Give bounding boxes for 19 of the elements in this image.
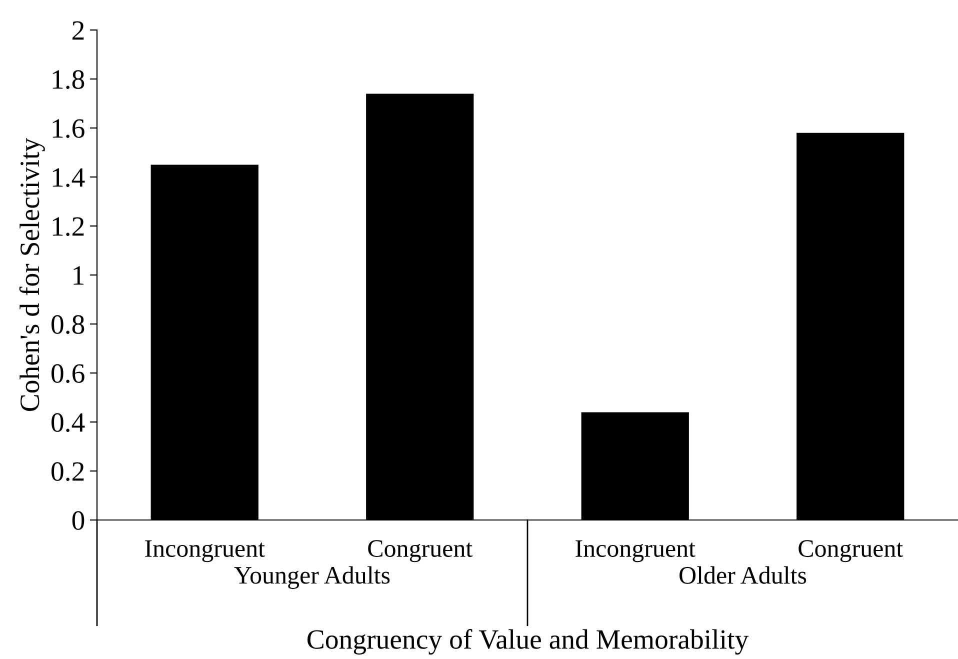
- text: Younger Adults: [234, 566, 390, 589]
- y-tick-label: 0.6: [52, 364, 84, 384]
- x-tick-label: Incongruent: [576, 540, 696, 562]
- y-tick-label: 0.2: [52, 462, 84, 482]
- y-axis-title: Cohen's d for Selectivity: [19, 138, 45, 411]
- y-tick-label: 0.4: [52, 413, 85, 432]
- y-tick-label: 1.6: [52, 119, 84, 138]
- x-axis-title: Congruency of Value and Memorability: [307, 629, 749, 655]
- x-tick-label: Incongruent: [145, 540, 265, 562]
- y-tick-label: 1.8: [52, 70, 84, 90]
- y-tick-label: 1.2: [52, 217, 84, 236]
- x-tick-label: Congruent: [368, 540, 472, 562]
- y-tick-label: 0.8: [52, 315, 84, 334]
- y-tick-label: 1.4: [52, 168, 85, 188]
- text: Older Adults: [680, 566, 806, 584]
- y-tick-label: 0: [72, 511, 84, 530]
- y-tick-label: 2: [72, 21, 84, 40]
- y-tick-label: 1: [74, 266, 84, 285]
- x-tick-label: Congruent: [798, 540, 903, 562]
